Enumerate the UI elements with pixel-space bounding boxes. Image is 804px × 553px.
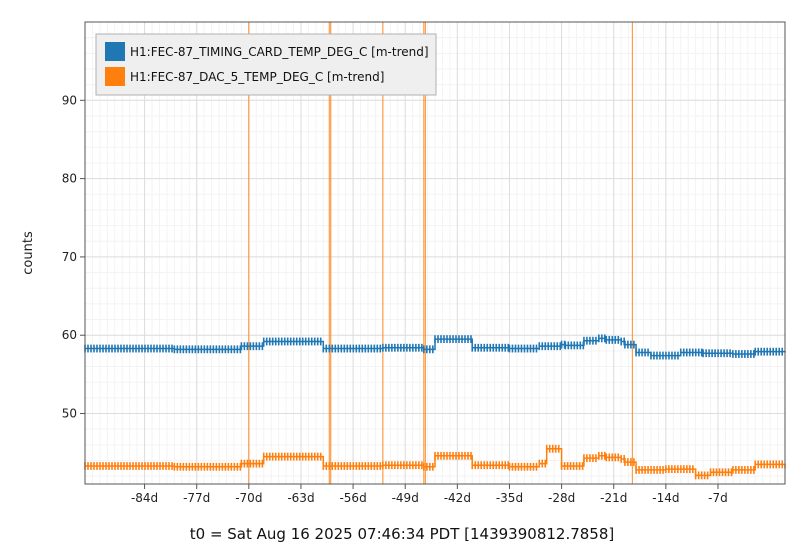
x-tick-label: -42d: [444, 491, 471, 505]
x-tick-label: -7d: [708, 491, 728, 505]
x-tick-label: -77d: [183, 491, 210, 505]
x-tick-label: -28d: [548, 491, 575, 505]
legend-box: [95, 33, 437, 96]
event-markers: [248, 22, 633, 484]
legend-swatch-timing-card: [105, 42, 125, 61]
legend: H1:FEC-87_TIMING_CARD_TEMP_DEG_C [m-tren…: [95, 33, 437, 96]
x-tick-label: -21d: [600, 491, 627, 505]
series-band-1: [84, 444, 784, 480]
x-tick-label: -56d: [339, 491, 366, 505]
x-tick-label: -63d: [287, 491, 314, 505]
x-tick-label: -70d: [235, 491, 262, 505]
series-layer: [84, 334, 786, 480]
legend-label-dac5: H1:FEC-87_DAC_5_TEMP_DEG_C [m-trend]: [130, 70, 384, 84]
x-tick-label: -49d: [392, 491, 419, 505]
x-tick-label: -14d: [652, 491, 679, 505]
y-tick-label: 50: [62, 407, 77, 421]
y-tick-label: 80: [62, 172, 77, 186]
y-axis: 50 60 70 80 90: [62, 93, 85, 421]
y-tick-label: 90: [62, 93, 77, 107]
y-tick-label: 60: [62, 328, 77, 342]
time-origin-footer: t0 = Sat Aug 16 2025 07:46:34 PDT [14393…: [190, 525, 615, 543]
plot-frame: [84, 21, 786, 485]
y-axis-title: counts: [21, 231, 36, 275]
y-tick-label: 70: [62, 250, 77, 264]
x-tick-label: -35d: [496, 491, 523, 505]
series-band-0: [84, 334, 784, 360]
x-axis: -84d -77d -70d -63d -56d -49d -42d -35d -28d -21d…: [131, 484, 728, 505]
x-tick-label: -84d: [131, 491, 158, 505]
legend-label-timing-card: H1:FEC-87_TIMING_CARD_TEMP_DEG_C [m-tren…: [130, 45, 429, 59]
legend-swatch-dac5: [105, 67, 125, 86]
